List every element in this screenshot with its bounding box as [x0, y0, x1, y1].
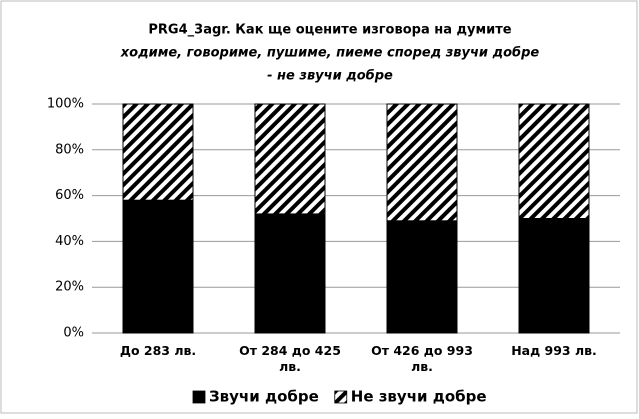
x-tick-label: От 284 до 425 лв.: [239, 343, 341, 374]
legend-label: Звучи добре: [209, 388, 319, 406]
y-tick-label: 60%: [55, 188, 84, 203]
y-tick-label: 80%: [55, 142, 84, 157]
bar-segment: [254, 213, 326, 334]
x-tick-label: До 283 лв.: [119, 343, 197, 358]
bar-segment: [518, 218, 590, 334]
x-tick-label-box: До 283 лв.: [119, 343, 197, 358]
bar-segment: [122, 103, 194, 201]
bar-segment: [518, 103, 590, 219]
chart-title: PRG4_3agr. Как ще оцените изговора на ду…: [148, 23, 511, 38]
chart-title: ходиме, говориме, пушиме, пиеме според з…: [120, 46, 540, 61]
y-tick-label: 100%: [47, 97, 84, 112]
x-tick-label-box: От 284 до 425 лв.: [239, 343, 341, 374]
x-tick-label-box: Над 993 лв.: [511, 343, 597, 358]
bar-segment: [254, 103, 326, 215]
bar-segment: [386, 220, 458, 334]
x-tick-label-box: От 426 до 993 лв.: [371, 343, 473, 374]
legend-swatch: [192, 390, 206, 404]
x-tick-label: Над 993 лв.: [511, 343, 597, 358]
y-tick-label: 0%: [63, 326, 84, 341]
legend-label: Не звучи добре: [351, 388, 487, 406]
bar-segment: [122, 199, 194, 334]
y-tick-label: 20%: [55, 280, 84, 295]
y-tick-label: 40%: [55, 234, 84, 249]
bar-segment: [386, 103, 458, 222]
legend-swatch: [334, 390, 348, 404]
legend: Звучи добре Не звучи добре: [192, 388, 487, 406]
x-tick-label: От 426 до 993 лв.: [371, 343, 473, 374]
chart-title: - не звучи добре: [267, 69, 393, 84]
